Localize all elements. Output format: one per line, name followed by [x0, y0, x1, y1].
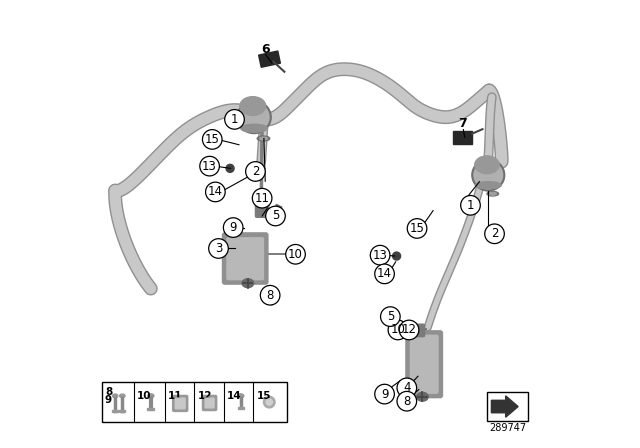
Text: 8: 8 [105, 387, 112, 397]
Circle shape [461, 195, 480, 215]
Circle shape [285, 245, 305, 264]
Ellipse shape [292, 250, 301, 259]
Text: 289747: 289747 [490, 423, 527, 434]
Ellipse shape [489, 192, 496, 195]
Bar [119, 409, 125, 412]
Text: 10: 10 [137, 391, 152, 401]
Text: 15: 15 [205, 133, 220, 146]
Ellipse shape [257, 136, 269, 141]
Circle shape [407, 219, 427, 238]
Ellipse shape [241, 124, 268, 132]
Ellipse shape [476, 182, 501, 189]
Polygon shape [388, 308, 395, 319]
FancyBboxPatch shape [255, 205, 269, 217]
Text: 14: 14 [227, 391, 241, 401]
Circle shape [225, 110, 244, 129]
Text: 14: 14 [377, 267, 392, 280]
Circle shape [209, 239, 228, 258]
Circle shape [200, 156, 220, 176]
Text: 6: 6 [261, 43, 270, 56]
FancyBboxPatch shape [410, 335, 438, 393]
FancyBboxPatch shape [202, 396, 217, 410]
Ellipse shape [120, 394, 125, 398]
Circle shape [375, 384, 394, 404]
Polygon shape [492, 396, 518, 417]
FancyBboxPatch shape [175, 398, 185, 409]
Circle shape [260, 285, 280, 305]
Bar [487, 392, 528, 421]
Circle shape [388, 320, 408, 340]
FancyBboxPatch shape [406, 331, 442, 398]
Circle shape [252, 188, 272, 208]
Text: 11: 11 [255, 192, 269, 205]
Ellipse shape [266, 399, 273, 405]
Ellipse shape [237, 394, 244, 398]
Text: 8: 8 [403, 395, 410, 408]
Text: 5: 5 [272, 210, 279, 223]
Text: 5: 5 [387, 310, 394, 323]
Circle shape [266, 206, 285, 226]
Circle shape [397, 392, 417, 411]
Bar [452, 130, 472, 144]
Text: 12: 12 [401, 323, 417, 336]
Circle shape [223, 218, 243, 237]
Ellipse shape [113, 394, 118, 398]
Text: 10: 10 [390, 323, 405, 336]
Ellipse shape [487, 191, 499, 196]
Circle shape [246, 162, 265, 181]
Ellipse shape [417, 392, 428, 401]
Bar [112, 409, 118, 412]
Text: 14: 14 [208, 185, 223, 198]
Text: 9: 9 [229, 221, 237, 234]
Ellipse shape [259, 137, 268, 140]
FancyBboxPatch shape [227, 238, 264, 280]
Circle shape [375, 264, 394, 284]
Text: 8: 8 [266, 289, 274, 302]
FancyBboxPatch shape [173, 396, 188, 411]
Ellipse shape [472, 159, 504, 190]
Bar [237, 406, 244, 409]
Ellipse shape [226, 164, 234, 172]
Text: 13: 13 [372, 249, 388, 262]
Text: 15: 15 [410, 222, 424, 235]
Text: 2: 2 [491, 227, 499, 240]
Circle shape [381, 307, 400, 327]
Text: 1: 1 [467, 199, 474, 212]
Circle shape [202, 129, 222, 149]
Text: 3: 3 [215, 242, 222, 255]
FancyBboxPatch shape [223, 233, 268, 284]
Text: 12: 12 [198, 391, 212, 401]
Ellipse shape [242, 279, 253, 288]
Ellipse shape [240, 97, 266, 116]
Circle shape [399, 320, 419, 340]
Ellipse shape [148, 394, 154, 398]
Circle shape [371, 246, 390, 265]
Text: 11: 11 [168, 391, 182, 401]
Bar [102, 382, 287, 422]
Circle shape [397, 378, 417, 398]
Ellipse shape [475, 156, 499, 174]
Bar [259, 51, 280, 67]
Ellipse shape [395, 325, 404, 333]
Text: 2: 2 [252, 165, 259, 178]
Text: 13: 13 [202, 159, 217, 172]
FancyBboxPatch shape [410, 324, 424, 336]
Text: 9: 9 [105, 395, 112, 405]
Text: 9: 9 [381, 388, 388, 401]
Polygon shape [275, 204, 282, 214]
Text: 4: 4 [403, 381, 411, 394]
Text: 1: 1 [231, 113, 238, 126]
Bar [147, 408, 154, 410]
Circle shape [484, 224, 504, 244]
Ellipse shape [237, 101, 271, 133]
Text: 15: 15 [257, 391, 271, 401]
FancyBboxPatch shape [205, 398, 214, 408]
Ellipse shape [264, 396, 275, 408]
Circle shape [205, 182, 225, 202]
Text: 7: 7 [458, 117, 467, 130]
Text: 10: 10 [288, 248, 303, 261]
Ellipse shape [392, 252, 401, 260]
